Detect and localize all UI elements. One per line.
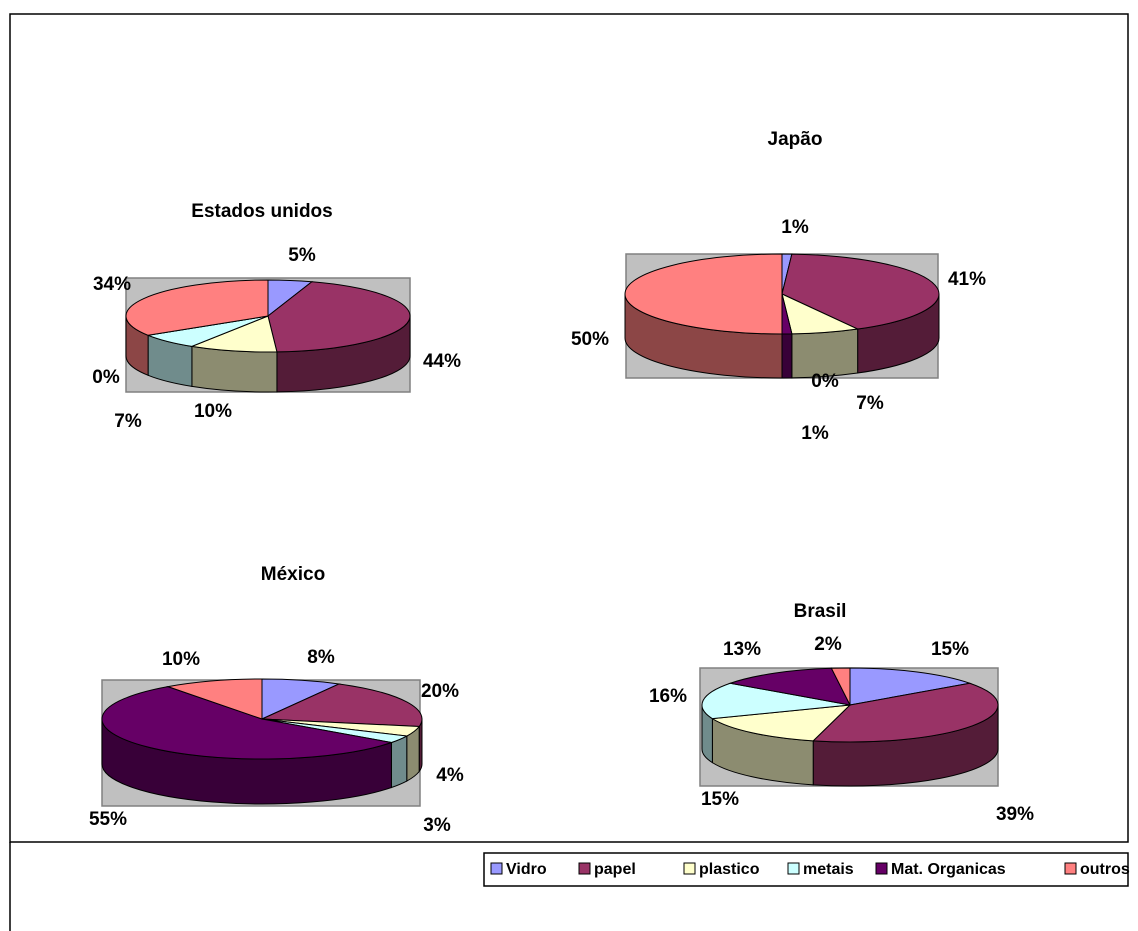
slice xyxy=(849,667,972,706)
data-label: 15% xyxy=(931,639,969,660)
data-label: 20% xyxy=(421,681,459,702)
data-label: 7% xyxy=(114,411,142,432)
data-label: 0% xyxy=(92,367,120,388)
legend-swatch xyxy=(683,862,696,875)
data-label: 0% xyxy=(811,371,839,392)
slice xyxy=(728,667,851,706)
legend-swatch xyxy=(578,862,591,875)
data-label: 5% xyxy=(288,245,316,266)
data-label: 34% xyxy=(93,274,131,295)
data-label: 13% xyxy=(723,639,761,660)
slice xyxy=(624,253,783,335)
legend-label: Mat. Organicas xyxy=(891,861,1006,878)
legend-swatch xyxy=(1064,862,1077,875)
data-label: 15% xyxy=(701,789,739,810)
frame xyxy=(9,13,1129,843)
data-label: 55% xyxy=(89,809,127,830)
data-label: 2% xyxy=(814,634,842,655)
data-label: 39% xyxy=(996,804,1034,825)
legend-label: Vidro xyxy=(506,861,547,878)
slice xyxy=(261,683,423,728)
data-label: 44% xyxy=(423,351,461,372)
slice xyxy=(125,279,269,336)
legend-label: papel xyxy=(594,861,636,878)
chart-title: Brasil xyxy=(794,601,847,622)
legend-label: plastico xyxy=(699,861,760,878)
data-label: 4% xyxy=(436,765,464,786)
legend-box xyxy=(483,852,1129,887)
data-label: 50% xyxy=(571,329,609,350)
data-label: 41% xyxy=(948,269,986,290)
slice-side xyxy=(390,735,408,789)
data-label: 8% xyxy=(307,647,335,668)
slice xyxy=(701,682,851,720)
legend-swatch xyxy=(875,862,888,875)
legend-swatch xyxy=(787,862,800,875)
slice xyxy=(830,667,851,706)
legend-swatch xyxy=(490,862,503,875)
slice xyxy=(812,682,999,743)
data-label: 7% xyxy=(856,393,884,414)
chart-title: Japão xyxy=(768,129,823,150)
data-label: 1% xyxy=(781,217,809,238)
slice xyxy=(710,704,852,742)
data-label: 10% xyxy=(162,649,200,670)
legend-label: metais xyxy=(803,861,854,878)
slice xyxy=(267,281,411,353)
slice xyxy=(781,253,940,330)
chart-title: Estados unidos xyxy=(191,201,332,222)
slice-side xyxy=(191,345,278,393)
slice xyxy=(165,678,263,720)
slice xyxy=(190,315,278,353)
legend-label: outros xyxy=(1080,861,1130,878)
slice xyxy=(101,686,394,760)
data-label: 16% xyxy=(649,686,687,707)
data-label: 1% xyxy=(801,423,829,444)
data-label: 3% xyxy=(423,815,451,836)
slice-side xyxy=(781,333,793,379)
data-label: 10% xyxy=(194,401,232,422)
chart-title: México xyxy=(261,564,325,585)
